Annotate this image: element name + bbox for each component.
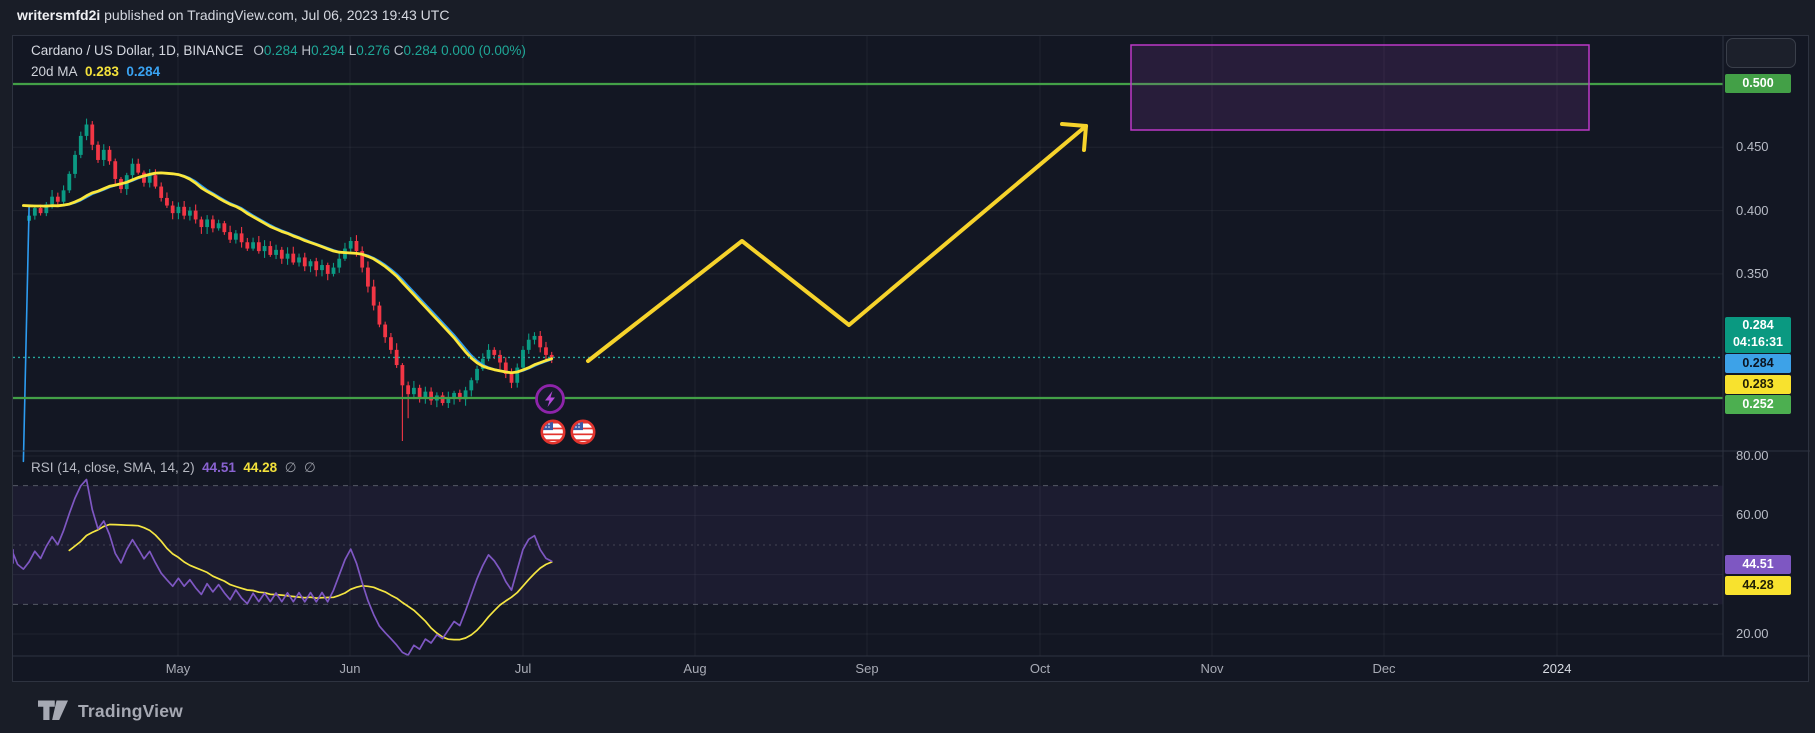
publish-info-bar: writersmfd2i published on TradingView.co… bbox=[0, 0, 1815, 30]
ohlc-key-O: O bbox=[253, 43, 264, 58]
rsi-value: 44.51 bbox=[202, 460, 236, 475]
rsi-tick-20.00: 20.00 bbox=[1736, 626, 1769, 642]
change-value: 0.000 (0.00%) bbox=[441, 43, 526, 58]
symbol-legend[interactable]: Cardano / US Dollar, 1D, BINANCE O0.284 H… bbox=[31, 43, 526, 58]
symbol-title: Cardano / US Dollar, 1D, BINANCE bbox=[31, 43, 244, 58]
publisher-username: writersmfd2i bbox=[17, 7, 101, 23]
price-chart-canvas[interactable] bbox=[13, 36, 1810, 683]
snapshot-logo-button[interactable] bbox=[1726, 38, 1796, 68]
axis-badge-rsi-ma-value: 44.28 bbox=[1725, 576, 1791, 595]
zigzag-projection-arrow[interactable] bbox=[586, 122, 1088, 363]
time-tick-Dec: Dec bbox=[1372, 661, 1396, 676]
ma-value-blue: 0.284 bbox=[126, 64, 161, 79]
footer-bar: TradingView bbox=[0, 690, 1815, 733]
tradingview-logo-icon[interactable] bbox=[38, 699, 68, 725]
chart-panel[interactable]: Cardano / US Dollar, 1D, BINANCE O0.284 H… bbox=[12, 35, 1810, 683]
rsi-ma-value: 44.28 bbox=[243, 460, 278, 475]
price-tick-0.350: 0.350 bbox=[1736, 265, 1769, 281]
time-tick-May: May bbox=[165, 661, 191, 676]
rsi-empty-2: ∅ bbox=[303, 460, 316, 475]
ohlc-key-H: H bbox=[301, 43, 312, 58]
rsi-tick-60.00: 60.00 bbox=[1736, 507, 1769, 523]
ohlc-key-L: L bbox=[348, 43, 357, 58]
axis-badge-ma-value: 0.283 bbox=[1725, 375, 1791, 394]
axis-badge-resistance-price: 0.500 bbox=[1725, 74, 1791, 93]
candles bbox=[27, 118, 554, 442]
price-axis[interactable]: 0.5000.4500.4000.35080.0060.0020.000.500… bbox=[1723, 36, 1809, 656]
us-flag-sticker-icon[interactable] bbox=[570, 419, 596, 445]
rsi-tick-80.00: 80.00 bbox=[1736, 448, 1769, 463]
ohlc-val-C: 0.284 bbox=[403, 43, 442, 58]
axis-badge-last-close: 0.284 bbox=[1725, 354, 1791, 373]
publish-info-text: published on TradingView.com, Jul 06, 20… bbox=[100, 7, 450, 23]
time-tick-Sep: Sep bbox=[855, 661, 879, 676]
price-tick-0.400: 0.400 bbox=[1736, 202, 1769, 218]
tradingview-brand-text[interactable]: TradingView bbox=[78, 701, 183, 721]
ma-label: 20d MA bbox=[31, 64, 78, 79]
ma-value-yellow: 0.283 bbox=[85, 64, 119, 79]
axis-badge-rsi-value: 44.51 bbox=[1725, 555, 1791, 574]
time-axis[interactable]: May Jun Jul Aug Sep Oct Nov Dec 2024 bbox=[13, 656, 1723, 683]
rsi-empty-1: ∅ bbox=[284, 460, 297, 475]
axis-badge-countdown: 0.284 04:16:31 bbox=[1725, 317, 1791, 353]
ohlc-key-C: C bbox=[393, 43, 404, 58]
time-tick-Aug: Aug bbox=[683, 661, 707, 676]
time-tick-Jun: Jun bbox=[339, 661, 361, 676]
projection-target-box[interactable] bbox=[1130, 44, 1590, 131]
time-tick-Oct: Oct bbox=[1029, 661, 1051, 676]
rsi-label: RSI (14, close, SMA, 14, 2) bbox=[31, 460, 195, 475]
ohlc-val-L: 0.276 bbox=[356, 43, 394, 58]
ma-legend[interactable]: 20d MA 0.283 0.284 bbox=[31, 64, 160, 79]
ohlc-val-H: 0.294 bbox=[311, 43, 349, 58]
us-flag-sticker-icon[interactable] bbox=[540, 419, 566, 445]
lightning-sticker-icon[interactable] bbox=[535, 384, 565, 414]
rsi-legend[interactable]: RSI (14, close, SMA, 14, 2) 44.51 44.28 … bbox=[31, 460, 316, 476]
ohlc-values: O0.284 H0.294 L0.276 C0.284 bbox=[253, 43, 441, 58]
time-tick-Jul: Jul bbox=[514, 661, 532, 676]
axis-badge-support-price: 0.252 bbox=[1725, 395, 1791, 414]
time-tick-Nov: Nov bbox=[1200, 661, 1224, 676]
price-tick-0.450: 0.450 bbox=[1736, 139, 1769, 155]
time-tick-2024: 2024 bbox=[1542, 661, 1572, 676]
ohlc-val-O: 0.284 bbox=[263, 43, 302, 58]
